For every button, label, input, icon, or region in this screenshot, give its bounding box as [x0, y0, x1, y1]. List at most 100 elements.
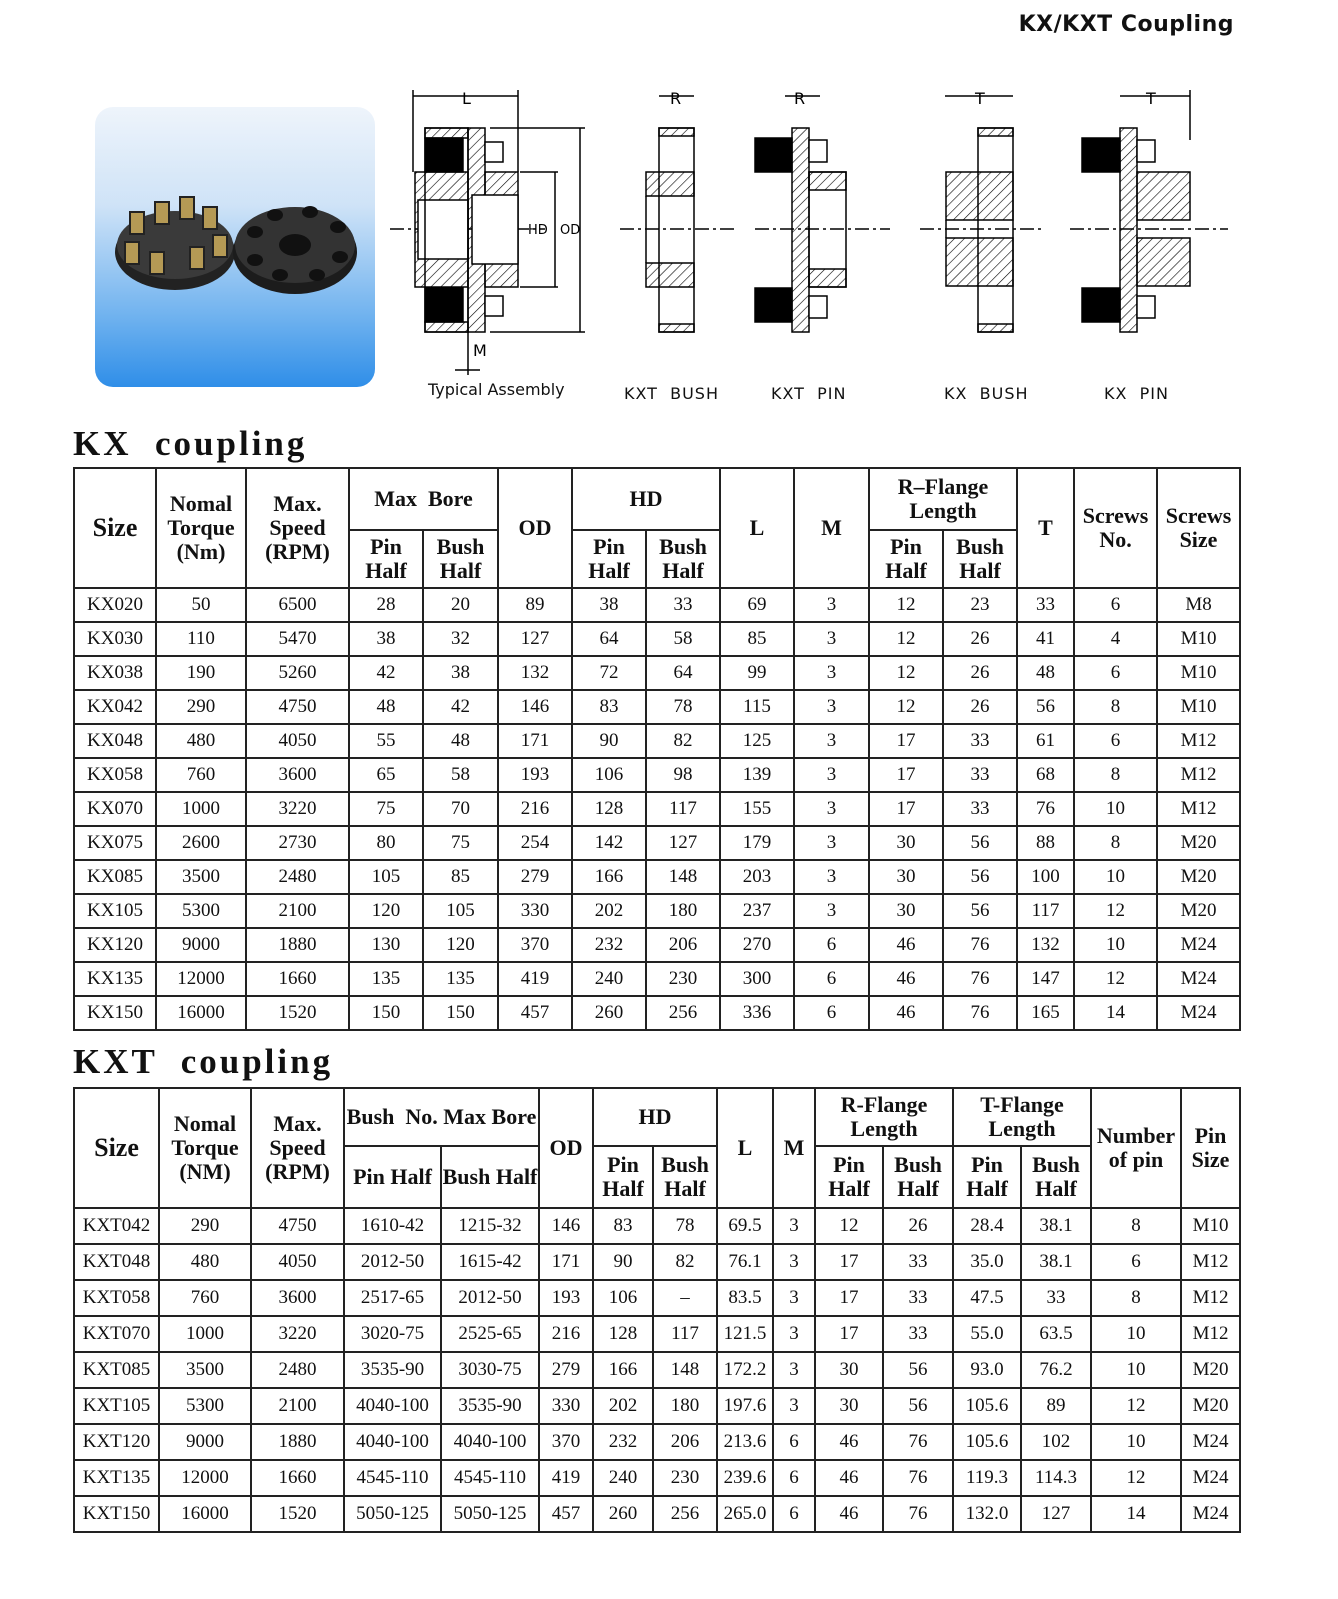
table-cell: 3 — [793, 825, 871, 861]
table-row: KX048 480 4050 55 48 171 90 82 125 3 17 33 61 6 M12 — [73, 723, 1242, 759]
table-cell: 3 — [793, 689, 871, 725]
table-cell: 10 — [1073, 927, 1159, 963]
col-pin-half: Pin Half — [592, 1145, 655, 1209]
table-cell: 6500 — [245, 587, 350, 623]
table-cell: 148 — [645, 859, 722, 895]
col-pin-half: Pin Half — [952, 1145, 1023, 1209]
table-cell: 237 — [719, 893, 796, 929]
table-cell: 90 — [571, 723, 648, 759]
table-cell: 76 — [942, 995, 1019, 1031]
kx-section-title: KX coupling — [73, 424, 308, 463]
table-cell: 16000 — [158, 1495, 252, 1533]
table-cell: M24 — [1180, 1495, 1242, 1533]
table-cell: M8 — [1156, 587, 1242, 623]
table-cell: 83 — [592, 1207, 655, 1245]
table-cell: 300 — [719, 961, 796, 997]
table-cell: 6 — [772, 1495, 817, 1533]
label-typical-assembly: Typical Assembly — [428, 380, 565, 399]
table-cell: 1880 — [250, 1423, 345, 1461]
table-cell: 12 — [1073, 893, 1159, 929]
table-cell: 33 — [1020, 1279, 1093, 1317]
table-row: KXT042 290 4750 1610-42 1215-32 146 83 78 69.5 3 1… — [73, 1207, 1242, 1245]
table-cell: 127 — [645, 825, 722, 861]
table-cell: 1000 — [158, 1315, 252, 1353]
table-cell: 155 — [719, 791, 796, 827]
table-cell: 12 — [1073, 961, 1159, 997]
table-cell: 75 — [348, 791, 424, 827]
table-cell: 2100 — [250, 1387, 345, 1425]
table-cell: 8 — [1090, 1207, 1183, 1245]
table-cell: 33 — [882, 1243, 955, 1281]
table-cell: 260 — [592, 1495, 655, 1533]
table-cell: 480 — [158, 1243, 252, 1281]
table-cell: 75 — [421, 825, 500, 861]
table-cell: 202 — [571, 893, 648, 929]
table-cell: 254 — [497, 825, 574, 861]
table-cell: 33 — [882, 1279, 955, 1317]
table-cell: 142 — [571, 825, 648, 861]
table-cell: 1610-42 — [343, 1207, 442, 1245]
table-cell: 48 — [348, 689, 424, 725]
table-cell: 370 — [538, 1423, 595, 1461]
table-cell: M20 — [1180, 1387, 1242, 1425]
table-cell: KX150 — [73, 995, 157, 1031]
table-cell: 146 — [538, 1207, 595, 1245]
table-cell: M20 — [1156, 893, 1242, 929]
table-cell: 216 — [538, 1315, 595, 1353]
table-cell: 33 — [1016, 587, 1076, 623]
table-cell: 206 — [652, 1423, 719, 1461]
table-cell: 127 — [1020, 1495, 1093, 1533]
table-cell: 419 — [538, 1459, 595, 1497]
table-cell: 76 — [942, 927, 1019, 963]
table-cell: 4545-110 — [343, 1459, 442, 1497]
table-cell: 82 — [645, 723, 722, 759]
table-cell: 193 — [538, 1279, 595, 1317]
table-cell: M10 — [1156, 655, 1242, 691]
label-kx-pin: KX PIN — [1104, 384, 1169, 403]
table-cell: M10 — [1180, 1207, 1242, 1245]
table-cell: 30 — [868, 859, 945, 895]
col-bush-half: Bush Half — [882, 1145, 955, 1209]
table-row: KX020 50 6500 28 20 89 38 33 69 3 12 23 33 6 M8 — [73, 587, 1242, 623]
table-cell: KX048 — [73, 723, 157, 759]
table-cell: 85 — [719, 621, 796, 657]
table-cell: 105 — [421, 893, 500, 929]
table-cell: 76.2 — [1020, 1351, 1093, 1389]
table-cell: 41 — [1016, 621, 1076, 657]
table-cell: 9000 — [158, 1423, 252, 1461]
table-cell: 46 — [868, 927, 945, 963]
col-pin-half: Pin Half — [343, 1145, 442, 1209]
table-cell: 4 — [1073, 621, 1159, 657]
table-cell: 230 — [652, 1459, 719, 1497]
table-cell: 5470 — [245, 621, 350, 657]
table-cell: 6 — [772, 1459, 817, 1497]
table-cell: 197.6 — [716, 1387, 775, 1425]
label-kx-bush: KX BUSH — [944, 384, 1029, 403]
table-cell: 256 — [652, 1495, 719, 1533]
table-cell: 114.3 — [1020, 1459, 1093, 1497]
table-cell: 9000 — [155, 927, 247, 963]
table-cell: M12 — [1156, 723, 1242, 759]
table-cell: 213.6 — [716, 1423, 775, 1461]
table-cell: 171 — [538, 1243, 595, 1281]
table-cell: 3 — [793, 859, 871, 895]
table-cell: 1880 — [245, 927, 350, 963]
table-cell: 38.1 — [1020, 1207, 1093, 1245]
table-cell: 279 — [538, 1351, 595, 1389]
table-row: KXT135 12000 1660 4545-110 4545-110 419 240 230… — [73, 1459, 1242, 1497]
table-cell: 260 — [571, 995, 648, 1031]
table-cell: 146 — [497, 689, 574, 725]
table-cell: 190 — [155, 655, 247, 691]
table-cell: KX075 — [73, 825, 157, 861]
table-cell: M12 — [1180, 1315, 1242, 1353]
table-cell: KXT150 — [73, 1495, 160, 1533]
page-title: KX/KXT Coupling — [1018, 12, 1234, 37]
table-cell: M20 — [1180, 1351, 1242, 1389]
table-cell: 64 — [645, 655, 722, 691]
table-cell: 93.0 — [952, 1351, 1023, 1389]
dim-l-label: L — [462, 89, 471, 108]
table-cell: 1660 — [250, 1459, 345, 1497]
table-cell: 1520 — [245, 995, 350, 1031]
table-cell: KXT048 — [73, 1243, 160, 1281]
col-bush-half: Bush Half — [652, 1145, 719, 1209]
